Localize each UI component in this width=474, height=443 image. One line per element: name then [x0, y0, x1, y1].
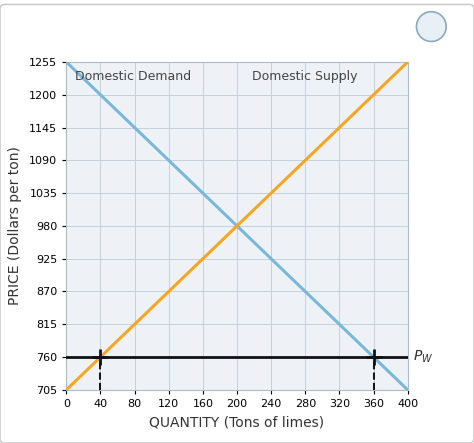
- Text: Domestic Supply: Domestic Supply: [252, 70, 358, 83]
- X-axis label: QUANTITY (Tons of limes): QUANTITY (Tons of limes): [149, 416, 325, 430]
- Y-axis label: PRICE (Dollars per ton): PRICE (Dollars per ton): [8, 147, 22, 305]
- Text: ?: ?: [428, 20, 435, 33]
- Circle shape: [417, 12, 446, 42]
- Text: $P_W$: $P_W$: [413, 349, 433, 365]
- Text: Domestic Demand: Domestic Demand: [75, 70, 191, 83]
